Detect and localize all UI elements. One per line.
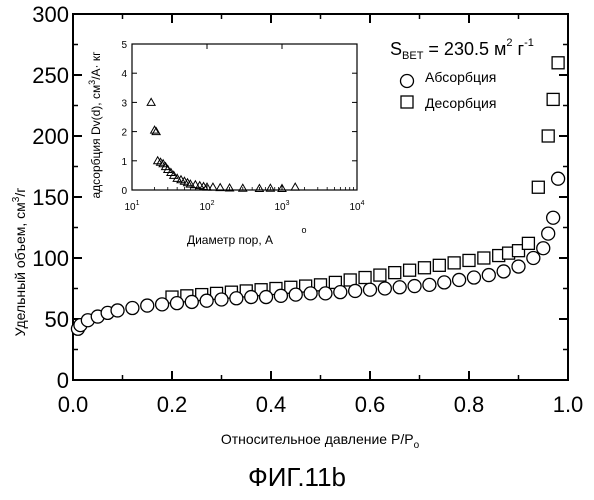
adsorption-circle-marker bbox=[260, 291, 273, 304]
y-tick-label: 0 bbox=[57, 368, 69, 393]
adsorption-circle-marker bbox=[408, 280, 421, 293]
adsorption-circle-marker bbox=[364, 283, 377, 296]
desorption-square-marker bbox=[532, 181, 544, 193]
adsorption-circle-marker bbox=[156, 298, 169, 311]
desorption-square-marker bbox=[542, 130, 554, 142]
adsorption-circle-marker bbox=[111, 304, 124, 317]
inset-plot-frame bbox=[132, 44, 357, 190]
figure-caption: ФИГ.11b bbox=[0, 462, 594, 493]
y-tick-label: 50 bbox=[45, 307, 69, 332]
adsorption-circle-marker bbox=[512, 260, 525, 273]
inset-x-tick-label: 102 bbox=[199, 200, 214, 213]
inset-x-tick-label: 101 bbox=[124, 200, 139, 213]
inset-x-axis-label: Диаметр пор, A bbox=[187, 233, 273, 247]
desorption-square-marker bbox=[463, 254, 475, 266]
adsorption-circle-marker bbox=[274, 289, 287, 302]
adsorption-circle-marker bbox=[423, 278, 436, 291]
x-tick-label: 0.2 bbox=[157, 392, 188, 417]
y-axis-label: Удельный объем, см3/г bbox=[11, 188, 28, 337]
inset-y-tick-label: 1 bbox=[121, 157, 127, 168]
adsorption-circle-marker bbox=[304, 287, 317, 300]
adsorption-circle-marker bbox=[230, 292, 243, 305]
adsorption-circle-marker bbox=[482, 269, 495, 282]
adsorption-circle-marker bbox=[378, 282, 391, 295]
x-tick-label: 0.8 bbox=[454, 392, 485, 417]
adsorption-circle-marker bbox=[438, 276, 451, 289]
inset-y-tick-label: 5 bbox=[121, 40, 127, 51]
adsorption-circle-marker bbox=[215, 293, 228, 306]
adsorption-circle-marker bbox=[393, 281, 406, 294]
x-tick-label: 0.0 bbox=[58, 392, 89, 417]
inset-x-tick-label: 103 bbox=[274, 200, 289, 213]
x-tick-label: 1.0 bbox=[553, 392, 584, 417]
adsorption-circle-marker bbox=[289, 288, 302, 301]
adsorption-circle-marker bbox=[467, 271, 480, 284]
desorption-square-marker bbox=[374, 269, 386, 281]
legend-label-desorption: Десорбция bbox=[425, 95, 496, 111]
adsorption-circle-marker bbox=[552, 172, 565, 185]
inset-y-tick-label: 4 bbox=[121, 69, 127, 80]
y-tick-label: 250 bbox=[32, 63, 69, 88]
adsorption-circle-marker bbox=[349, 284, 362, 297]
adsorption-circle-marker bbox=[527, 252, 540, 265]
legend-circle-marker bbox=[401, 75, 414, 88]
y-tick-label: 150 bbox=[32, 185, 69, 210]
inset-y-tick-label: 2 bbox=[121, 128, 127, 139]
legend-label-adsorption: Абсорбция bbox=[425, 69, 496, 85]
x-axis-label: Относительное давление P/Po bbox=[221, 431, 420, 451]
desorption-square-marker bbox=[547, 93, 559, 105]
inset-y-tick-label: 3 bbox=[121, 98, 127, 109]
desorption-square-marker bbox=[433, 259, 445, 271]
x-tick-label: 0.4 bbox=[256, 392, 287, 417]
bet-surface-area-annotation: SBET = 230.5 м2 г-1 bbox=[390, 37, 534, 62]
adsorption-circle-marker bbox=[537, 242, 550, 255]
desorption-square-marker bbox=[389, 267, 401, 279]
desorption-square-marker bbox=[552, 57, 564, 69]
inset-x-tick-label: 104 bbox=[349, 200, 364, 213]
desorption-square-marker bbox=[522, 237, 534, 249]
desorption-square-marker bbox=[418, 262, 430, 274]
desorption-square-marker bbox=[448, 257, 460, 269]
y-tick-label: 200 bbox=[32, 124, 69, 149]
inset-chart: 101 102 103 104 0 1 2 3 4 5 Диаметр пор, A o адсорбц… bbox=[87, 40, 365, 247]
desorption-square-marker bbox=[404, 264, 416, 276]
adsorption-circle-marker bbox=[453, 273, 466, 286]
x-tick-label: 0.6 bbox=[355, 392, 386, 417]
inset-y-axis-label: адсорбция Dv(d), см3/A· кг bbox=[87, 51, 103, 199]
adsorption-circle-marker bbox=[185, 295, 198, 308]
legend-square-marker bbox=[401, 96, 413, 108]
adsorption-circle-marker bbox=[245, 291, 258, 304]
adsorption-circle-marker bbox=[334, 286, 347, 299]
inset-x-axis-label-accent: o bbox=[301, 225, 306, 235]
y-tick-label: 100 bbox=[32, 246, 69, 271]
desorption-square-marker bbox=[359, 272, 371, 284]
adsorption-circle-marker bbox=[319, 287, 332, 300]
adsorption-circle-marker bbox=[170, 297, 183, 310]
adsorption-circle-marker bbox=[547, 211, 560, 224]
y-tick-label: 300 bbox=[32, 2, 69, 27]
adsorption-circle-marker bbox=[141, 299, 154, 312]
adsorption-circle-marker bbox=[497, 265, 510, 278]
desorption-square-marker bbox=[478, 252, 490, 264]
inset-y-tick-label: 0 bbox=[121, 186, 127, 197]
adsorption-circle-marker bbox=[542, 227, 555, 240]
adsorption-circle-marker bbox=[200, 294, 213, 307]
adsorption-circle-marker bbox=[126, 302, 139, 315]
